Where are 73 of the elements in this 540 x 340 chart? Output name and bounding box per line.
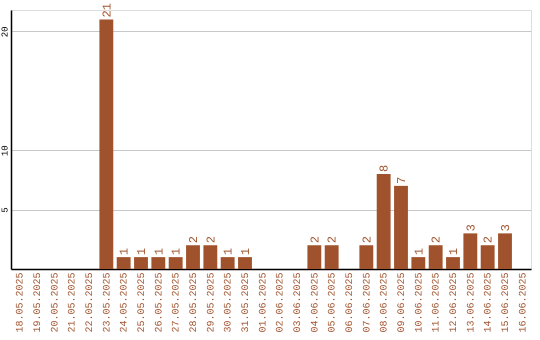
x-tick-label: 26.05.2025 [154,272,166,333]
bar [411,257,426,269]
x-tick-label: 27.05.2025 [172,272,183,333]
data-label: 1 [412,248,426,256]
x-tick-label: 01.06.2025 [258,272,270,333]
x-tick-label: 30.05.2025 [224,272,235,333]
data-label: 1 [152,248,166,256]
bar [238,257,252,269]
x-tick-label: 09.06.2025 [397,272,408,333]
x-tick-label: 31.05.2025 [241,272,252,333]
bar [394,186,408,269]
bar [480,245,495,269]
x-tick-label: 16.06.2025 [518,272,530,333]
data-label: 3 [499,224,513,232]
x-tick-label: 23.05.2025 [102,272,114,333]
data-label: 2 [308,236,322,244]
bar [359,245,374,269]
bar [116,257,131,269]
x-tick-label: 19.05.2025 [33,272,44,333]
bar [446,257,460,269]
x-tick-label: 05.06.2025 [328,272,339,333]
bar [498,233,512,269]
data-label: 1 [135,248,149,256]
bar [220,257,235,269]
x-tick-label: 10.06.2025 [414,272,426,333]
x-tick-label: 24.05.2025 [120,272,131,333]
bar [307,245,322,269]
data-label: 21 [100,3,114,18]
x-tick-label: 06.06.2025 [345,272,356,333]
x-tick-label: 08.06.2025 [380,272,391,333]
data-label: 1 [239,248,253,256]
bar [99,20,114,269]
data-label: 2 [360,236,374,244]
data-label: 1 [170,248,184,256]
x-tick-label: 03.06.2025 [293,272,304,333]
data-label: 2 [430,236,444,244]
data-label: 7 [395,176,409,184]
x-tick-label: 04.06.2025 [310,272,322,333]
y-tick-label: 5 [0,207,10,213]
x-tick-label: 15.06.2025 [501,272,512,333]
bar [168,257,183,269]
data-label: 1 [118,248,132,256]
data-label: 2 [482,236,496,244]
bar [428,245,443,269]
data-label: 1 [222,248,236,256]
x-tick-label: 20.05.2025 [50,272,62,333]
data-label: 3 [464,224,478,232]
data-label: 2 [204,236,218,244]
x-tick-label: 28.05.2025 [189,272,200,333]
bar [463,233,478,269]
x-tick-label: 11.06.2025 [432,272,443,333]
x-tick-label: 25.05.2025 [137,272,148,333]
data-label: 8 [378,164,392,172]
x-tick-label: 18.05.2025 [16,272,27,333]
x-tick-label: 13.06.2025 [466,272,478,333]
x-tick-label: 07.06.2025 [362,272,374,333]
bar [376,174,391,269]
bar [151,257,166,269]
bar [203,245,218,269]
x-tick-label: 21.05.2025 [68,272,79,333]
y-tick-label: 20 [0,26,10,38]
x-tick-label: 14.06.2025 [484,272,495,333]
x-tick-label: 22.05.2025 [85,272,96,333]
x-tick-label: 29.05.2025 [206,272,218,333]
bar [186,245,200,269]
data-label: 1 [447,248,461,256]
data-label: 2 [326,236,340,244]
y-tick-label: 10 [0,145,10,156]
bar [134,257,148,269]
x-tick-label: 12.06.2025 [449,272,460,333]
bar [324,245,339,269]
x-tick-label: 02.06.2025 [276,272,287,333]
data-label: 2 [187,236,201,244]
